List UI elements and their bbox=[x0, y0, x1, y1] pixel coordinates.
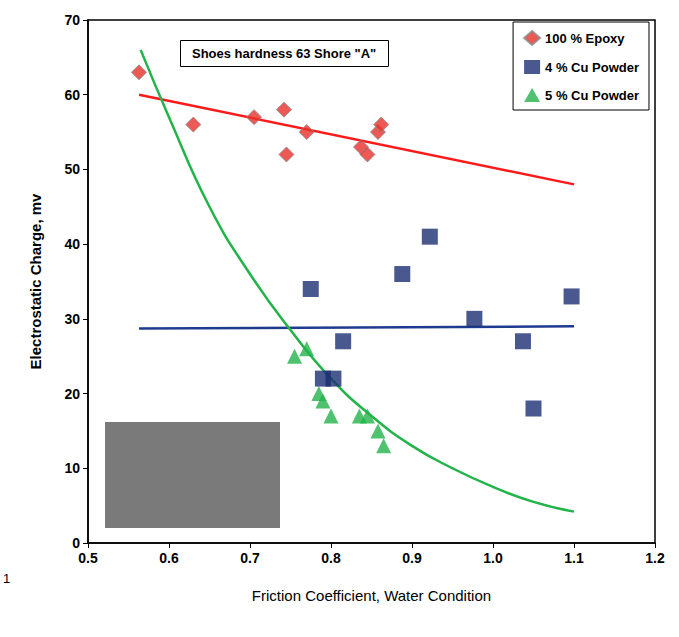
svg-text:1.0: 1.0 bbox=[483, 550, 503, 566]
svg-text:50: 50 bbox=[64, 161, 80, 177]
svg-text:30: 30 bbox=[64, 311, 80, 327]
svg-text:10: 10 bbox=[64, 460, 80, 476]
svg-text:1: 1 bbox=[3, 571, 10, 586]
svg-text:Friction Coefficient, Water Co: Friction Coefficient, Water Condition bbox=[252, 587, 491, 604]
svg-text:60: 60 bbox=[64, 87, 80, 103]
svg-text:0.5: 0.5 bbox=[78, 550, 98, 566]
svg-text:4 % Cu Powder: 4 % Cu Powder bbox=[545, 60, 639, 75]
svg-text:1.2: 1.2 bbox=[645, 550, 665, 566]
svg-text:0.7: 0.7 bbox=[240, 550, 260, 566]
svg-text:0.6: 0.6 bbox=[159, 550, 179, 566]
svg-text:0.9: 0.9 bbox=[402, 550, 422, 566]
svg-text:0: 0 bbox=[72, 535, 80, 551]
svg-text:5 % Cu Powder: 5 % Cu Powder bbox=[545, 88, 639, 103]
svg-text:Shoes hardness 63 Shore "A": Shoes hardness 63 Shore "A" bbox=[192, 46, 376, 61]
svg-text:1.1: 1.1 bbox=[564, 550, 584, 566]
svg-text:Electrostatic Charge, mv: Electrostatic Charge, mv bbox=[27, 193, 44, 370]
svg-text:40: 40 bbox=[64, 236, 80, 252]
svg-text:70: 70 bbox=[64, 12, 80, 28]
svg-text:0.8: 0.8 bbox=[321, 550, 341, 566]
svg-text:20: 20 bbox=[64, 386, 80, 402]
svg-text:100 % Epoxy: 100 % Epoxy bbox=[545, 31, 625, 46]
